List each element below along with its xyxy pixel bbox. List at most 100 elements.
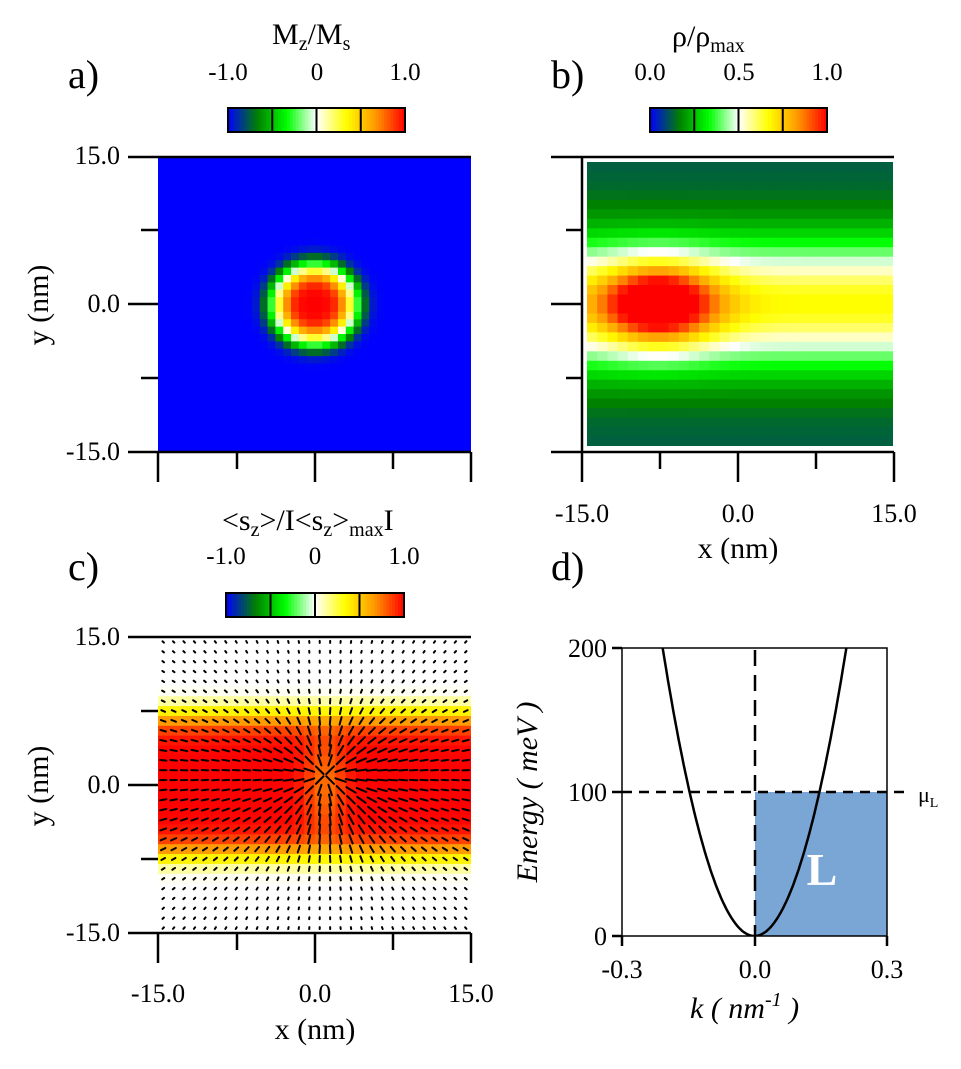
heatmap-cell [408,319,417,328]
heatmap-cell [236,238,245,246]
heatmap-cell [322,319,331,328]
colorbar-swatch [729,108,734,132]
heatmap-cell [699,427,710,438]
heatmap-cell [306,230,315,239]
heatmap-cell [400,326,409,335]
heatmap-cell [689,228,700,239]
colorbar-swatch [821,108,825,132]
panel-c-label: c) [68,544,99,589]
heatmap-cell [842,162,853,172]
heatmap-cell [607,427,619,438]
heatmap-cell [431,348,441,357]
heatmap-cell [337,216,347,224]
heatmap-cell [345,267,355,276]
heatmap-cell [298,370,308,379]
spin-vector [213,876,218,881]
heatmap-cell [852,360,863,371]
spin-vector [462,709,469,713]
heatmap-cell [587,266,598,277]
heatmap-cell [377,348,386,357]
heatmap-cell [821,398,833,409]
heatmap-cell [392,378,402,387]
heatmap-cell [709,285,721,296]
spin-vector [443,926,447,930]
heatmap-cell [689,266,700,277]
heatmap-cell [251,252,261,261]
heatmap-cell [729,266,741,277]
heatmap-cell [587,379,598,390]
heatmap-cell [345,304,355,313]
spin-vector [410,846,417,852]
heatmap-cell [298,400,308,409]
heatmap-cell [361,407,370,416]
heatmap-cell [431,341,441,350]
heatmap-cell [165,157,175,165]
heatmap-cell [345,415,355,423]
heatmap-cell [760,427,772,438]
heatmap-cell [597,304,608,314]
heatmap-cell [345,334,355,342]
heatmap-cell [244,319,253,328]
heatmap-cell [212,326,222,335]
heatmap-cell [275,407,284,416]
spin-vector [297,698,301,705]
heatmap-cell [204,252,214,261]
heatmap-cell [204,311,214,320]
heatmap-cell [384,356,394,364]
spin-vector [253,835,261,843]
heatmap-cell [648,313,659,324]
heatmap-cell [831,427,843,438]
heatmap-cell [439,282,449,291]
heatmap-cell [607,237,619,248]
heatmap-cell [259,289,269,298]
heatmap-cell [760,275,772,286]
heatmap-cell [275,348,284,357]
heatmap-cell [173,171,182,180]
heatmap-cell [298,356,308,364]
heatmap-cell [821,389,833,400]
heatmap-cell [597,285,608,296]
heatmap-cell [447,429,456,438]
heatmap-cell [882,218,893,229]
heatmap-cell [298,326,308,335]
spin-vector [453,679,458,684]
spin-vector [221,797,231,802]
heatmap-cell [220,157,229,165]
spin-vector [378,825,387,834]
heatmap-cell [455,378,464,387]
heatmap-cell [392,319,402,328]
heatmap-cell [228,363,237,372]
spin-vector [380,876,385,882]
spin-vector [244,698,249,704]
heatmap-cell [431,282,441,291]
heatmap-cell [439,238,449,246]
spin-vector [255,679,259,684]
heatmap-cell [400,238,409,246]
heatmap-cell [369,260,378,269]
heatmap-cell [709,190,721,201]
y-tick-label: 15.0 [75,141,121,170]
colorbar-swatch [658,108,663,132]
heatmap-cell [597,408,608,419]
spin-vector [430,797,439,802]
heatmap-cell [607,379,619,390]
heatmap-cell [197,186,206,195]
spin-vector [213,866,218,871]
heatmap-cell [220,422,229,431]
heatmap-cell [617,228,629,239]
heatmap-cell [729,256,741,267]
heatmap-cell [801,171,812,182]
spin-vector [276,906,280,911]
heatmap-cell [872,351,884,362]
spin-vector [307,865,311,873]
spin-vector [200,758,210,762]
heatmap-cell [424,444,433,452]
heatmap-cell [821,285,833,296]
spin-vector [327,754,333,767]
spin-vector [181,689,187,693]
spin-vector [409,738,418,743]
heatmap-cell [811,313,823,324]
heatmap-cell [369,363,378,372]
heatmap-cell [236,304,245,313]
spin-vector [203,679,207,684]
